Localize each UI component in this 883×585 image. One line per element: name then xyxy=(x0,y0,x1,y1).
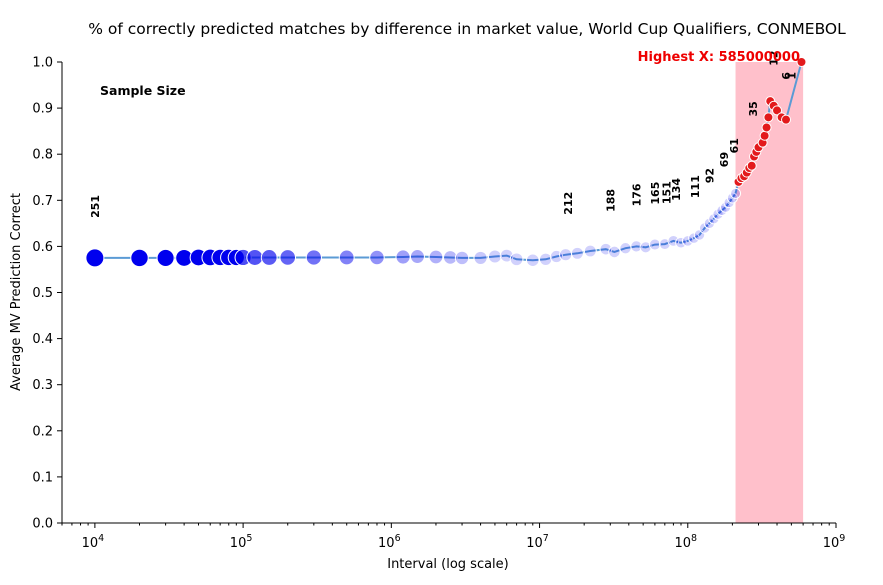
sample-size-annotation: 92 xyxy=(703,168,716,183)
y-tick-label: 0.8 xyxy=(32,148,53,163)
x-tick-label: 104 xyxy=(82,533,105,551)
data-point xyxy=(539,252,553,266)
data-point xyxy=(260,249,278,266)
y-tick-label: 1.0 xyxy=(32,56,53,71)
data-point xyxy=(409,249,425,265)
sample-size-label: Sample Size xyxy=(100,83,186,98)
data-point xyxy=(570,246,584,260)
data-point xyxy=(279,249,297,266)
data-point xyxy=(583,244,597,258)
sample-size-annotation: 134 xyxy=(670,178,683,201)
y-tick-label: 0.1 xyxy=(32,470,53,485)
data-point xyxy=(156,248,175,267)
highlight-point xyxy=(761,122,772,133)
data-point xyxy=(509,252,524,267)
highlight-point xyxy=(746,160,757,171)
data-point xyxy=(675,236,687,249)
x-tick-label: 109 xyxy=(823,533,846,551)
y-tick-label: 0.7 xyxy=(32,194,53,209)
data-point xyxy=(487,249,502,264)
data-point xyxy=(658,238,671,251)
data-point xyxy=(688,232,700,244)
data-point xyxy=(730,187,742,199)
data-point xyxy=(473,250,488,266)
chart-title: % of correctly predicted matches by diff… xyxy=(88,20,846,38)
highest-x-label: Highest X: 585000000 xyxy=(638,50,800,65)
data-point xyxy=(305,249,322,266)
x-tick-label: 108 xyxy=(674,533,697,551)
highlight-point xyxy=(781,114,792,125)
plot-area: 0.0 0.1 0.2 0.3 0.4 0.5 0.6 0.7 0.8 0.9 1.0 104 105 1… xyxy=(32,50,845,551)
sample-size-annotation: 165 xyxy=(649,182,662,205)
data-point xyxy=(639,241,652,254)
data-point xyxy=(246,248,264,266)
sample-size-annotation: 176 xyxy=(630,183,643,206)
x-tick-label: 107 xyxy=(526,533,549,551)
data-point xyxy=(338,249,355,266)
data-point xyxy=(619,242,632,255)
data-point xyxy=(369,249,385,266)
data-point xyxy=(559,248,573,262)
sample-size-annotation: 6 xyxy=(780,72,793,80)
data-point xyxy=(454,250,470,266)
sample-size-annotation: 188 xyxy=(604,189,617,212)
sample-size-annotation: 111 xyxy=(689,175,702,198)
y-axis-label: Average MV Prediction Correct xyxy=(9,193,24,391)
highlight-point xyxy=(796,57,807,67)
y-tick-label: 0.2 xyxy=(32,424,53,439)
data-point xyxy=(526,253,540,267)
y-tick-label: 0.5 xyxy=(32,286,53,301)
y-tick-label: 0.9 xyxy=(32,102,53,117)
data-point xyxy=(85,248,105,268)
sample-size-annotation: 12 xyxy=(768,50,781,65)
sample-size-annotation: 69 xyxy=(718,152,731,167)
highlight-point xyxy=(759,130,770,141)
highlight-point xyxy=(763,112,774,123)
sample-size-annotation: 212 xyxy=(562,192,575,215)
data-point xyxy=(681,235,694,247)
sample-size-annotation: 35 xyxy=(747,101,760,116)
data-point xyxy=(608,245,621,259)
data-point xyxy=(395,249,411,265)
y-tick-label: 0.4 xyxy=(32,332,53,347)
sample-size-annotation: 1 xyxy=(785,72,798,80)
y-tick-label: 0.6 xyxy=(32,240,53,255)
y-tick-label: 0.0 xyxy=(32,517,53,532)
highlight-band xyxy=(735,62,804,523)
x-axis-label: Interval (log scale) xyxy=(387,557,509,572)
sample-size-annotation: 151 xyxy=(661,181,674,204)
data-point xyxy=(630,240,643,253)
data-point xyxy=(648,238,661,251)
x-tick-label: 106 xyxy=(378,533,401,551)
data-point xyxy=(428,249,444,265)
sample-size-annotation: 251 xyxy=(89,195,102,218)
y-tick-label: 0.3 xyxy=(32,378,53,393)
series-line xyxy=(94,61,803,262)
highlight-point xyxy=(772,105,783,116)
x-tick-label: 105 xyxy=(230,533,253,551)
data-point xyxy=(130,248,149,268)
data-point xyxy=(443,250,458,265)
sample-size-annotation: 61 xyxy=(728,138,741,153)
